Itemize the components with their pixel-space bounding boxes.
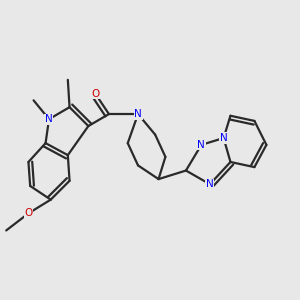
Text: N: N (220, 133, 227, 143)
Text: O: O (91, 88, 99, 98)
Text: N: N (45, 114, 53, 124)
Text: N: N (197, 140, 205, 150)
Text: N: N (206, 179, 214, 189)
Text: N: N (134, 109, 142, 119)
Text: O: O (24, 208, 33, 218)
